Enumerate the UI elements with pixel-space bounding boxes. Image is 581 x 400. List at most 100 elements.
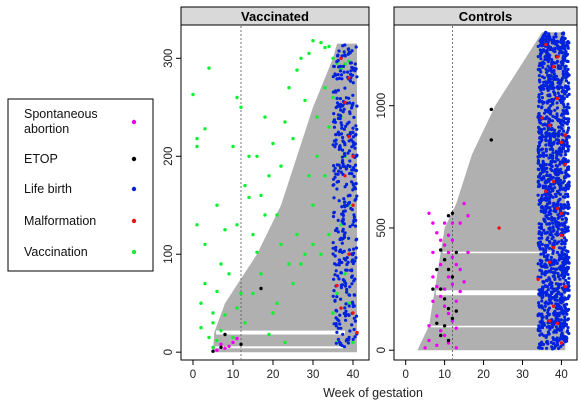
life-birth-point — [339, 283, 343, 287]
life-birth-point — [562, 129, 566, 133]
life-birth-point — [339, 132, 344, 136]
vaccination-point — [215, 338, 219, 343]
life-birth-point — [560, 76, 565, 80]
life-birth-point — [342, 233, 346, 237]
vaccination-point — [199, 301, 203, 305]
life-birth-point — [559, 37, 564, 41]
life-birth-point — [551, 102, 555, 106]
life-birth-point — [551, 159, 555, 163]
life-birth-point — [552, 274, 556, 278]
life-birth-point — [559, 148, 563, 152]
vaccination-point — [203, 127, 207, 131]
life-birth-point — [547, 85, 551, 89]
panel-controls: Controls 0 10 20 30 40 0 500 1000 — [376, 6, 578, 381]
life-birth-point — [536, 179, 541, 183]
life-birth-point — [347, 248, 351, 252]
x-tick-label-vaccinated: 0 — [190, 369, 196, 381]
vaccination-point — [227, 272, 231, 276]
vaccination-point — [235, 306, 239, 310]
life-birth-point — [545, 346, 549, 350]
life-birth-point — [561, 72, 565, 76]
life-birth-point — [548, 47, 552, 52]
life-birth-point — [549, 280, 553, 284]
life-birth-point — [567, 92, 571, 96]
life-birth-point — [565, 140, 569, 144]
vaccination-point — [323, 45, 327, 50]
life-birth-point — [547, 324, 551, 329]
life-birth-point — [545, 339, 549, 343]
life-birth-point — [541, 280, 546, 285]
spontaneous-abortion-point — [439, 294, 443, 299]
life-birth-point — [557, 51, 562, 55]
spontaneous-abortion-point — [235, 336, 239, 341]
life-birth-point — [552, 337, 556, 341]
life-birth-point — [553, 271, 557, 275]
spontaneous-abortion-point — [458, 267, 462, 272]
life-birth-point — [566, 317, 571, 321]
life-birth-point — [567, 276, 571, 280]
life-birth-point — [338, 117, 342, 121]
life-birth-point — [348, 159, 352, 163]
legend-label: Spontaneous — [24, 107, 98, 121]
life-birth-point — [334, 322, 338, 326]
x-tick-label-controls: 0 — [402, 369, 408, 381]
life-birth-point — [349, 72, 353, 76]
etop-point — [435, 267, 439, 272]
life-birth-point — [334, 105, 338, 110]
life-birth-point — [559, 222, 564, 226]
vaccination-point — [259, 193, 263, 198]
life-birth-point — [565, 109, 569, 113]
life-birth-point — [345, 256, 349, 260]
life-birth-point — [556, 271, 560, 276]
life-birth-point — [331, 294, 335, 298]
legend-label: Life birth — [24, 182, 72, 196]
life-birth-point — [352, 279, 356, 283]
life-birth-point — [544, 143, 548, 147]
life-birth-point — [355, 127, 359, 131]
life-birth-point — [341, 139, 345, 143]
follow-up-gap-controls-0 — [442, 251, 554, 254]
life-birth-point — [335, 187, 339, 191]
life-birth-point — [352, 215, 356, 219]
life-birth-point — [540, 242, 544, 247]
vaccination-point — [279, 164, 283, 168]
life-birth-point — [546, 73, 550, 78]
life-birth-point — [334, 269, 338, 273]
life-birth-point — [354, 182, 358, 186]
life-birth-point — [560, 254, 564, 258]
life-birth-point — [561, 108, 565, 112]
life-birth-point — [342, 50, 346, 54]
life-birth-point — [546, 311, 550, 315]
life-birth-point — [562, 203, 566, 207]
life-birth-point — [563, 227, 567, 231]
life-birth-point — [552, 75, 557, 79]
life-birth-point — [547, 298, 552, 302]
life-birth-point — [554, 35, 558, 39]
vaccination-point — [219, 328, 223, 333]
life-birth-point — [336, 274, 340, 278]
malformation-point — [536, 277, 540, 281]
etop-point — [454, 250, 458, 255]
life-birth-point — [565, 261, 569, 265]
life-birth-point — [559, 66, 563, 70]
life-birth-point — [550, 345, 554, 349]
life-birth-point — [335, 96, 339, 100]
life-birth-point — [543, 31, 547, 36]
life-birth-point — [538, 48, 543, 52]
life-birth-point — [560, 132, 564, 136]
life-birth-point — [562, 112, 566, 116]
life-birth-point — [551, 132, 555, 136]
life-birth-point — [352, 166, 356, 170]
etop-point — [450, 211, 455, 215]
life-birth-point — [540, 316, 544, 320]
vaccination-point — [207, 335, 211, 340]
etop-point — [439, 333, 443, 338]
vaccination-point — [315, 154, 319, 158]
malformation-point — [555, 206, 560, 211]
etop-point — [439, 287, 443, 291]
life-birth-point — [547, 37, 551, 41]
life-birth-point — [342, 345, 346, 349]
life-birth-point — [339, 108, 343, 112]
life-birth-point — [555, 141, 560, 145]
life-birth-point — [555, 261, 559, 265]
